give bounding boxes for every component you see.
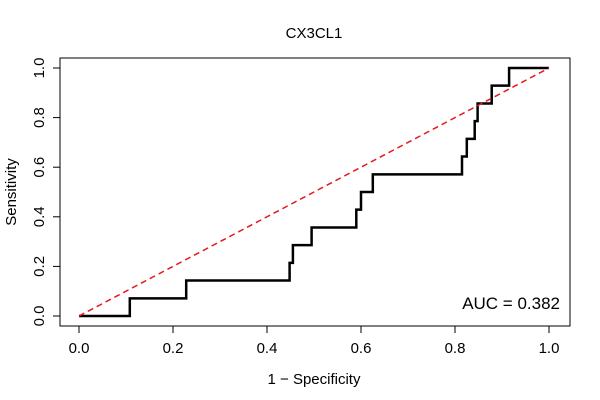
x-tick-label: 0.2: [163, 340, 184, 357]
y-tick-label: 0.6: [31, 157, 48, 178]
chart-title: CX3CL1: [286, 25, 343, 42]
series-layer: [78, 66, 550, 318]
auc-annotation: AUC = 0.382: [462, 294, 560, 313]
x-tick-label: 0.4: [257, 340, 278, 357]
y-axis: 0.0 0.2 0.4 0.6 0.8 1.0: [31, 58, 61, 327]
y-tick-label: 0.2: [31, 256, 48, 277]
x-tick-label: 0.8: [445, 340, 466, 357]
y-tick-label: 0.8: [31, 107, 48, 128]
y-axis-label: Sensitivity: [3, 158, 20, 226]
x-tick-label: 0.6: [351, 340, 372, 357]
y-tick-label: 0.4: [31, 206, 48, 227]
y-tick-label: 0.0: [31, 306, 48, 327]
y-tick-label: 1.0: [31, 58, 48, 79]
x-tick-label: 1.0: [539, 340, 560, 357]
x-axis: 0.0 0.2 0.4 0.6 0.8 1.0: [69, 325, 560, 357]
x-tick-label: 0.0: [69, 340, 90, 357]
reference-diagonal-line: [78, 67, 550, 317]
x-axis-label: 1 − Specificity: [268, 371, 361, 388]
roc-curve-line: [79, 66, 549, 318]
